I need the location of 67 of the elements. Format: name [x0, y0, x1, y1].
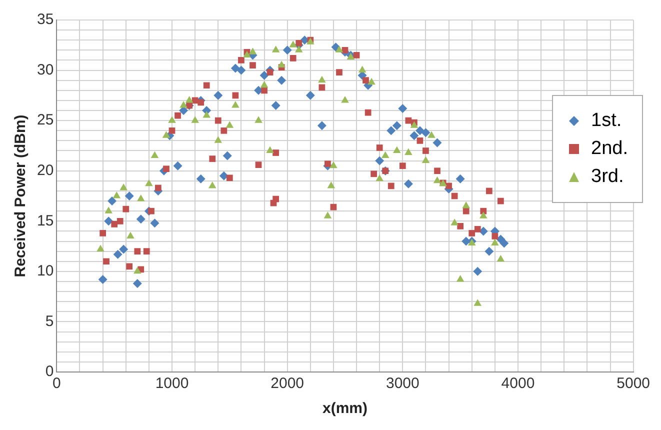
x-tick-label: 5000 — [616, 375, 650, 392]
point — [136, 194, 145, 202]
point — [335, 46, 344, 52]
point — [214, 136, 222, 143]
point — [96, 244, 104, 252]
y-tick-label: 0 — [45, 363, 54, 380]
x-tick-label: 3000 — [386, 375, 420, 392]
point — [150, 151, 159, 158]
legend-label: 1st. — [591, 110, 622, 132]
point — [185, 96, 194, 103]
point — [450, 218, 458, 226]
point — [145, 179, 153, 186]
y-tick-label: 35 — [36, 11, 54, 28]
point — [381, 151, 390, 158]
point — [162, 131, 170, 138]
legend-label: 2nd. — [591, 138, 628, 160]
x-tick-label: 2000 — [270, 375, 304, 392]
point — [341, 96, 349, 103]
point — [393, 146, 401, 153]
point — [120, 183, 128, 190]
point — [104, 206, 112, 214]
point — [433, 176, 442, 184]
x-tick-label: 1000 — [155, 375, 189, 392]
point — [180, 100, 188, 108]
point — [330, 161, 338, 168]
point — [496, 254, 505, 262]
point — [278, 60, 286, 68]
y-tick-label: 25 — [36, 112, 54, 129]
legend-label: 3rd. — [591, 166, 624, 188]
point — [474, 299, 482, 306]
point — [358, 66, 366, 73]
point — [462, 202, 470, 208]
y-tick-label: 20 — [36, 162, 54, 179]
point — [112, 192, 121, 198]
point — [376, 174, 384, 182]
point — [266, 146, 274, 153]
point — [254, 116, 262, 123]
point — [260, 80, 268, 88]
y-tick-label: 30 — [36, 61, 54, 78]
point — [208, 181, 216, 188]
y-tick-label: 5 — [45, 312, 54, 330]
x-axis-title: x(mm) — [322, 400, 368, 418]
point — [491, 238, 499, 246]
y-tick-label: 10 — [36, 262, 54, 280]
point — [479, 212, 488, 218]
point — [134, 266, 142, 274]
point — [324, 212, 332, 218]
x-tick-label: 4000 — [501, 375, 535, 392]
point — [168, 116, 176, 123]
point — [226, 121, 234, 128]
point — [404, 148, 412, 156]
point — [232, 100, 240, 108]
point — [318, 76, 326, 83]
point — [422, 156, 430, 164]
y-tick-label: 15 — [36, 212, 54, 230]
point — [294, 46, 303, 52]
point — [126, 232, 134, 238]
point — [327, 181, 336, 188]
y-axis-title: Received Power (dBm) — [12, 114, 30, 278]
point — [368, 78, 376, 85]
point — [202, 111, 211, 118]
point — [456, 274, 464, 282]
point — [191, 116, 199, 123]
point — [272, 46, 280, 52]
point — [428, 131, 436, 138]
point — [289, 40, 297, 48]
point — [248, 48, 257, 54]
